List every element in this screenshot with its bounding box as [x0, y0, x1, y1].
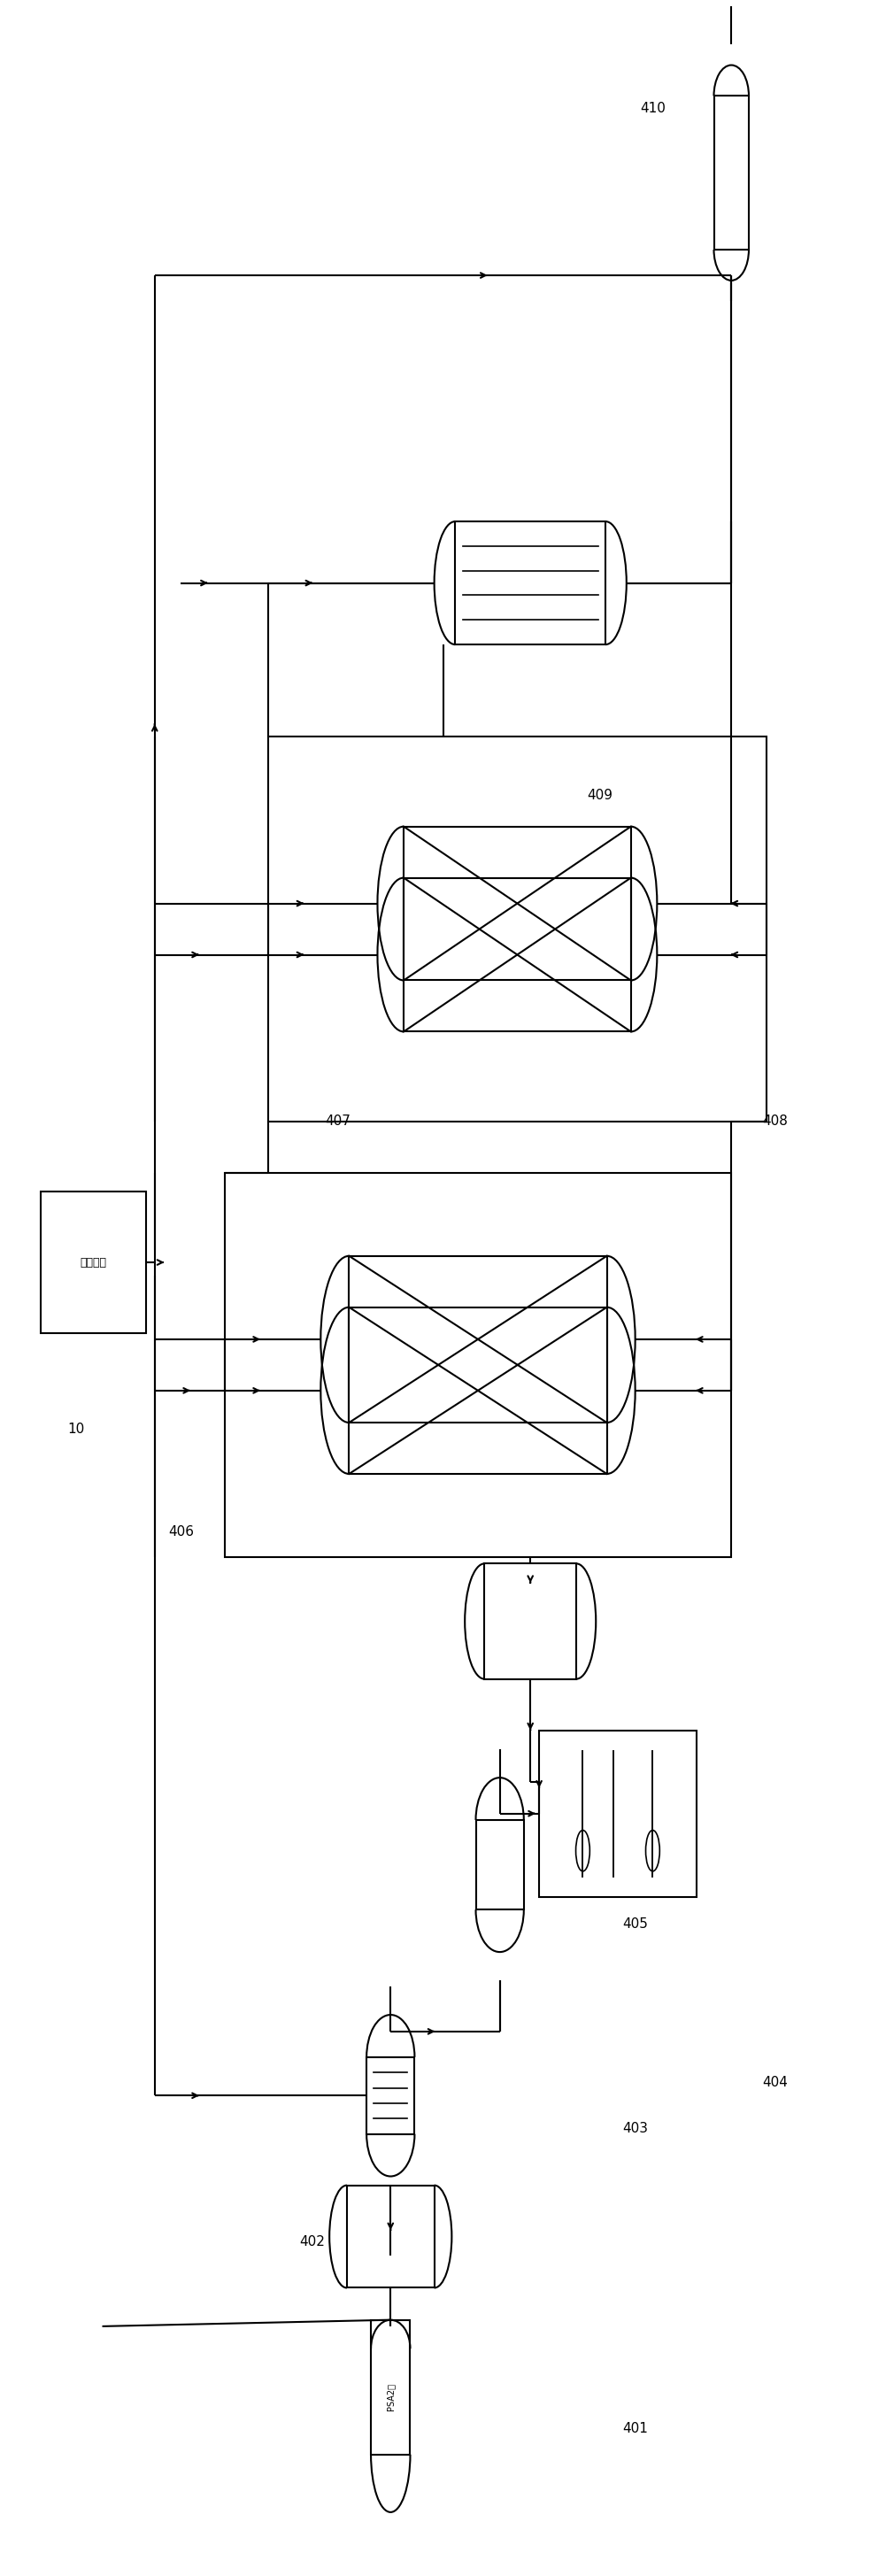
Bar	[539, 1731, 696, 1896]
Bar	[455, 520, 605, 644]
Bar	[404, 827, 631, 981]
Text: 410: 410	[640, 103, 665, 116]
Bar	[404, 878, 631, 1030]
Text: 406: 406	[168, 1525, 194, 1538]
Text: 锅炉系统: 锅炉系统	[81, 1257, 107, 1267]
Bar	[485, 1564, 576, 1680]
Text: 409: 409	[587, 788, 613, 801]
Bar	[41, 1193, 146, 1332]
Text: 402: 402	[299, 2236, 325, 2249]
Bar	[476, 1821, 524, 1909]
Bar	[349, 1257, 607, 1422]
Text: 404: 404	[762, 2076, 788, 2089]
Text: 405: 405	[623, 1917, 648, 1929]
Bar	[268, 737, 766, 1121]
Bar	[367, 2058, 415, 2133]
Text: 403: 403	[622, 2123, 648, 2136]
Bar	[224, 1172, 731, 1556]
Text: 407: 407	[325, 1115, 351, 1128]
Bar	[349, 1306, 607, 1473]
Bar	[347, 2184, 434, 2287]
Text: PSA2机: PSA2机	[386, 2383, 395, 2411]
Text: 408: 408	[762, 1115, 788, 1128]
Bar	[371, 2321, 410, 2455]
Bar	[714, 95, 749, 250]
Text: 401: 401	[623, 2421, 648, 2434]
Text: 10: 10	[67, 1422, 84, 1435]
